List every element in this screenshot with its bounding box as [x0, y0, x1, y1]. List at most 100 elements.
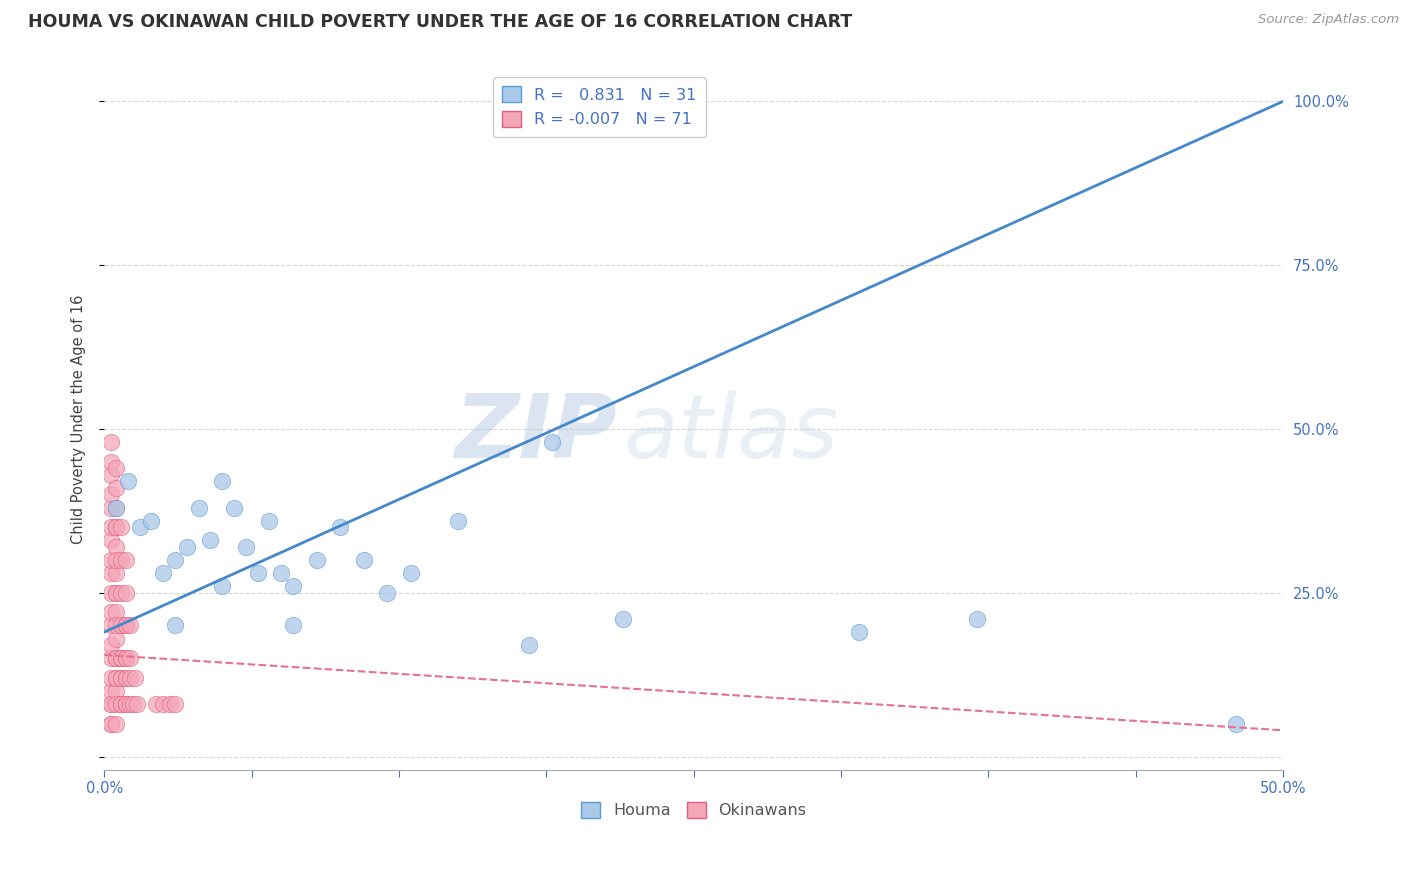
Point: [211, 579, 233, 593]
Point: [110, 520, 132, 534]
Point: [105, 520, 128, 534]
Point: [270, 566, 292, 580]
Point: [105, 716, 128, 731]
Point: [517, 638, 540, 652]
Point: [128, 520, 150, 534]
Point: [105, 481, 128, 495]
Point: [375, 585, 398, 599]
Point: [110, 671, 132, 685]
Point: [114, 618, 136, 632]
Point: [100, 553, 122, 567]
Point: [105, 651, 128, 665]
Point: [110, 585, 132, 599]
Point: [105, 520, 128, 534]
Point: [235, 540, 257, 554]
Point: [100, 585, 122, 599]
Point: [100, 455, 122, 469]
Point: [114, 697, 136, 711]
Point: [100, 566, 122, 580]
Point: [105, 566, 128, 580]
Point: [120, 697, 142, 711]
Point: [100, 487, 122, 501]
Point: [281, 618, 304, 632]
Point: [163, 618, 186, 632]
Point: [100, 533, 122, 548]
Point: [100, 697, 122, 711]
Point: [110, 618, 132, 632]
Point: [117, 475, 139, 489]
Point: [114, 697, 136, 711]
Point: [222, 500, 245, 515]
Point: [100, 606, 122, 620]
Point: [305, 553, 328, 567]
Legend: Houma, Okinawans: Houma, Okinawans: [575, 796, 813, 825]
Point: [110, 553, 132, 567]
Point: [1225, 716, 1247, 731]
Point: [114, 651, 136, 665]
Point: [211, 475, 233, 489]
Point: [447, 514, 470, 528]
Point: [966, 612, 988, 626]
Point: [100, 618, 122, 632]
Point: [187, 500, 209, 515]
Point: [114, 553, 136, 567]
Point: [176, 540, 198, 554]
Point: [110, 651, 132, 665]
Point: [110, 697, 132, 711]
Point: [120, 618, 142, 632]
Point: [100, 500, 122, 515]
Point: [105, 540, 128, 554]
Point: [100, 638, 122, 652]
Text: ZIP: ZIP: [454, 390, 617, 476]
Point: [105, 553, 128, 567]
Point: [105, 684, 128, 698]
Point: [105, 585, 128, 599]
Point: [105, 671, 128, 685]
Point: [105, 651, 128, 665]
Point: [100, 651, 122, 665]
Point: [105, 671, 128, 685]
Point: [105, 500, 128, 515]
Point: [120, 671, 142, 685]
Y-axis label: Child Poverty Under the Age of 16: Child Poverty Under the Age of 16: [72, 294, 86, 544]
Point: [141, 514, 163, 528]
Point: [145, 697, 167, 711]
Point: [100, 435, 122, 450]
Text: HOUMA VS OKINAWAN CHILD POVERTY UNDER THE AGE OF 16 CORRELATION CHART: HOUMA VS OKINAWAN CHILD POVERTY UNDER TH…: [28, 13, 852, 31]
Point: [100, 716, 122, 731]
Point: [121, 697, 143, 711]
Text: atlas: atlas: [623, 390, 838, 476]
Point: [353, 553, 375, 567]
Point: [105, 461, 128, 475]
Point: [120, 651, 142, 665]
Point: [110, 671, 132, 685]
Point: [100, 697, 122, 711]
Point: [848, 625, 870, 640]
Point: [114, 651, 136, 665]
Point: [200, 533, 222, 548]
Point: [100, 671, 122, 685]
Point: [612, 612, 634, 626]
Point: [281, 579, 304, 593]
Point: [152, 697, 174, 711]
Point: [114, 671, 136, 685]
Point: [100, 467, 122, 482]
Point: [105, 632, 128, 646]
Point: [105, 500, 128, 515]
Point: [246, 566, 269, 580]
Point: [110, 651, 132, 665]
Point: [100, 716, 122, 731]
Point: [100, 520, 122, 534]
Point: [152, 566, 174, 580]
Point: [114, 618, 136, 632]
Point: [541, 435, 564, 450]
Point: [110, 697, 132, 711]
Point: [163, 553, 186, 567]
Text: Source: ZipAtlas.com: Source: ZipAtlas.com: [1258, 13, 1399, 27]
Point: [105, 618, 128, 632]
Point: [124, 671, 146, 685]
Point: [329, 520, 352, 534]
Point: [105, 697, 128, 711]
Point: [259, 514, 281, 528]
Point: [114, 585, 136, 599]
